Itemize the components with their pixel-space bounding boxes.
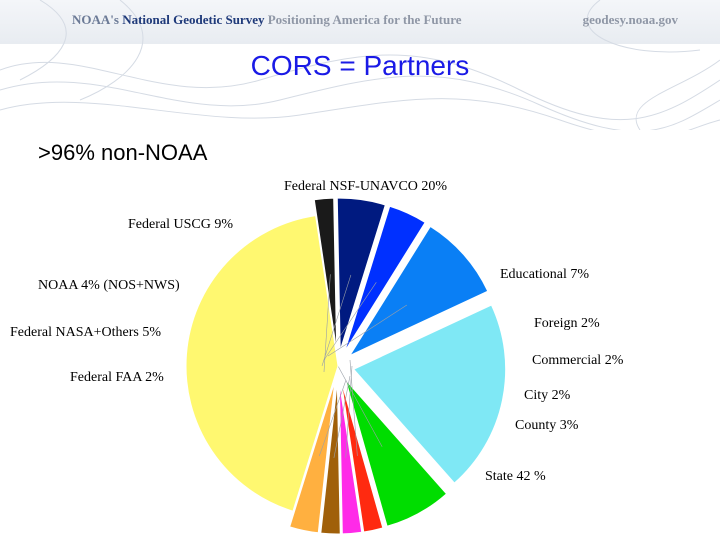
leader-line [319,379,347,457]
slide-title: CORS = Partners [250,50,470,81]
pie-labels: Federal NSF-UNAVCO 20% Educational 7% Fore… [10,179,624,484]
leader-line [337,365,383,447]
header-organization: NOAA's National Geodetic Survey Position… [72,12,462,28]
pie-slice [340,381,384,533]
leader-line [323,282,377,361]
slide-subtitle: >96% non-NOAA [38,140,208,165]
slice-label: Commercial 2% [532,353,624,368]
slice-label: State 42 % [485,469,546,484]
header-org: NOAA's [72,12,119,27]
pie-slice [352,304,507,484]
pie-slice [338,381,363,535]
leader-line [345,365,353,458]
slice-label: Federal FAA 2% [70,370,164,385]
topographic-contours-decoration [0,0,720,130]
pie-slice [313,197,338,351]
pie-slice [344,205,426,352]
slice-label: Federal NSF-UNAVCO 20% [284,179,447,194]
pie-slice [320,381,341,535]
slice-label: City 2% [524,388,571,403]
pie-slice [336,197,386,351]
slice-label: Foreign 2% [534,316,600,331]
header-survey-name: National Geodetic Survey [122,12,265,27]
pie-slice [345,379,448,527]
pie-slice [289,381,336,534]
slice-label: NOAA 4% (NOS+NWS) [38,278,180,293]
pie-slices [185,197,507,535]
pie-slice [348,225,489,357]
leader-line [321,274,352,367]
slice-label: Federal USCG 9% [128,217,233,232]
slice-label: Educational 7% [500,267,589,282]
header-site: geodesy.noaa.gov [582,12,678,27]
pie-slice [185,215,339,512]
header-tagline: Positioning America for the Future [267,12,462,27]
slice-label: Federal NASA+Others 5% [10,325,161,340]
leader-line [333,375,351,458]
slice-label: County 3% [515,418,579,433]
leader-line [327,304,408,357]
